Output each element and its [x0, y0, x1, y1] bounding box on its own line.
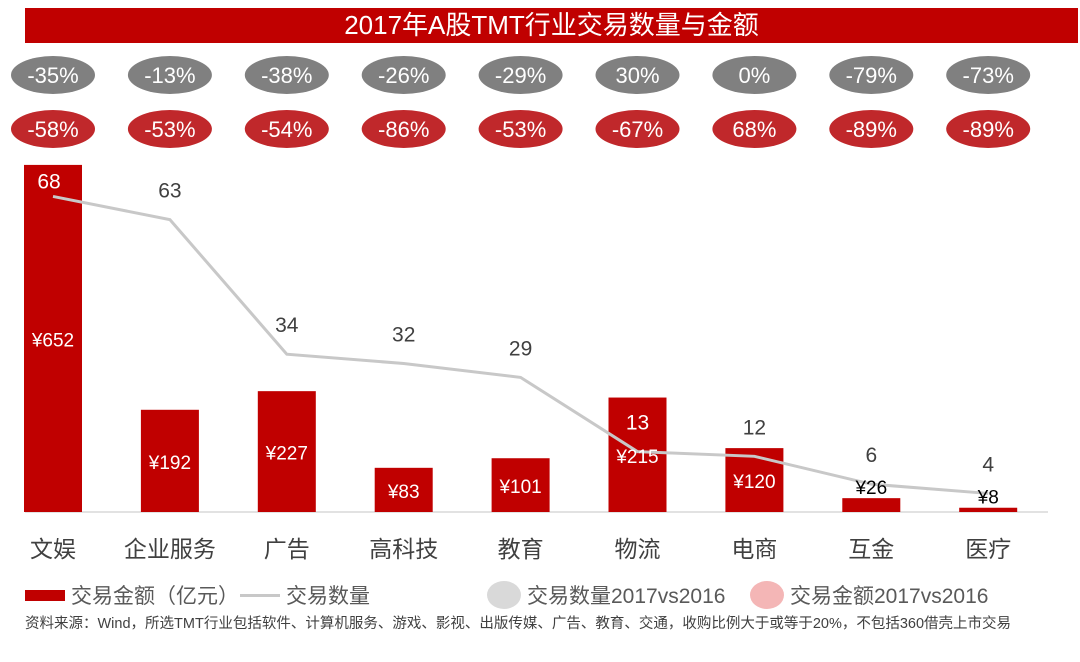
count-value-label: 12 — [743, 416, 766, 439]
growth-label: -54% — [261, 117, 312, 142]
growth-ellipse — [946, 56, 1031, 94]
growth-ellipse — [127, 110, 212, 148]
growth-label: -79% — [846, 63, 897, 88]
count-value-label: 13 — [626, 412, 649, 435]
source-note: 资料来源：Wind，所选TMT行业包括软件、计算机服务、游戏、影视、出版传媒、广… — [25, 616, 1012, 632]
bar — [725, 448, 784, 512]
legend-count-growth: 交易数量2017vs2016 — [487, 580, 725, 610]
x-tick-label: 企业服务 — [124, 537, 216, 563]
growth-label: 30% — [615, 63, 659, 88]
growth-ellipse — [11, 56, 95, 94]
legend-bar-swatch — [25, 589, 65, 601]
legend-bar: 交易金额（亿元） — [25, 580, 239, 610]
growth-label: -13% — [144, 63, 195, 88]
legend-amount-growth: 交易金额2017vs2016 — [750, 580, 988, 610]
bar-value-label: ¥215 — [615, 447, 658, 468]
bar-value-label: ¥120 — [732, 472, 775, 493]
growth-ellipse — [244, 56, 329, 94]
count-value-label: 4 — [982, 453, 994, 476]
bar-value-label: ¥652 — [31, 330, 74, 351]
x-tick-label: 医疗 — [965, 537, 1011, 563]
growth-label: -89% — [963, 117, 1014, 142]
growth-ellipse — [11, 110, 95, 148]
bar-value-label: ¥8 — [977, 488, 999, 509]
bar — [608, 397, 667, 512]
growth-label: -67% — [612, 117, 663, 142]
growth-label: -58% — [27, 117, 78, 142]
legend-line-swatch — [240, 593, 280, 597]
bar — [374, 467, 433, 512]
growth-ellipse — [595, 110, 680, 148]
bar — [24, 164, 82, 512]
bar — [491, 458, 550, 512]
growth-ellipse — [829, 110, 914, 148]
count-line — [52, 194, 989, 495]
growth-ellipse — [478, 110, 563, 148]
count-value-label: 34 — [275, 314, 299, 337]
bar — [959, 507, 1018, 512]
growth-ellipse — [829, 56, 914, 94]
growth-ellipse — [361, 56, 446, 94]
legend-count-growth-label: 交易数量2017vs2016 — [527, 585, 726, 608]
growth-label: -35% — [27, 63, 78, 88]
growth-label: -29% — [495, 63, 546, 88]
chart-title: 2017年A股TMT行业交易数量与金额 — [25, 8, 1078, 43]
growth-label: -89% — [846, 117, 897, 142]
count-value-label: 32 — [392, 323, 415, 346]
bar-value-label: ¥192 — [148, 453, 191, 474]
count-value-label: 29 — [509, 337, 532, 360]
x-tick-label: 电商 — [731, 537, 777, 563]
count-value-label: 68 — [37, 170, 60, 193]
growth-ellipse — [478, 56, 563, 94]
growth-label: 68% — [732, 117, 776, 142]
growth-label: -26% — [378, 63, 429, 88]
legend-count-growth-swatch — [487, 581, 521, 609]
growth-label: -73% — [963, 63, 1014, 88]
growth-ellipse — [244, 110, 329, 148]
bar — [257, 391, 316, 512]
bar — [842, 498, 901, 512]
legend-line: 交易数量 — [240, 580, 370, 610]
x-tick-label: 广告 — [264, 537, 310, 563]
x-tick-label: 互金 — [848, 537, 894, 563]
count-value-label: 63 — [158, 180, 181, 203]
growth-label: 0% — [739, 63, 771, 88]
growth-ellipse — [361, 110, 446, 148]
bar — [140, 409, 199, 512]
legend-amount-growth-swatch — [750, 581, 784, 609]
bar-value-label: ¥101 — [498, 477, 541, 498]
bar-value-label: ¥227 — [265, 444, 308, 465]
growth-ellipse — [127, 56, 212, 94]
growth-ellipse — [712, 110, 797, 148]
legend-amount-growth-label: 交易金额2017vs2016 — [790, 585, 989, 608]
legend-bar-label: 交易金额（亿元） — [71, 585, 239, 608]
bar-value-label: ¥83 — [387, 482, 420, 503]
legend-line-label: 交易数量 — [286, 585, 370, 608]
chart: -35% -13% -38% -26% -29% 30% 0% -79% -73% -58% -53… — [11, 56, 1048, 563]
count-value-label: 6 — [865, 444, 877, 467]
legend: 交易金额（亿元） 交易数量 交易数量2017vs2016 交易金额2017vs2… — [25, 580, 1075, 610]
x-tick-label: 高科技 — [369, 537, 438, 563]
growth-label: -53% — [495, 117, 546, 142]
x-tick-label: 文娱 — [30, 537, 76, 563]
growth-ellipse — [712, 56, 797, 94]
x-tick-label: 教育 — [498, 537, 544, 563]
growth-label: -53% — [144, 117, 195, 142]
growth-label: -38% — [261, 63, 312, 88]
x-tick-label: 物流 — [615, 537, 661, 563]
growth-ellipse — [595, 56, 680, 94]
growth-ellipse — [946, 110, 1031, 148]
bar-value-label: ¥26 — [854, 478, 887, 499]
growth-label: -86% — [378, 117, 429, 142]
